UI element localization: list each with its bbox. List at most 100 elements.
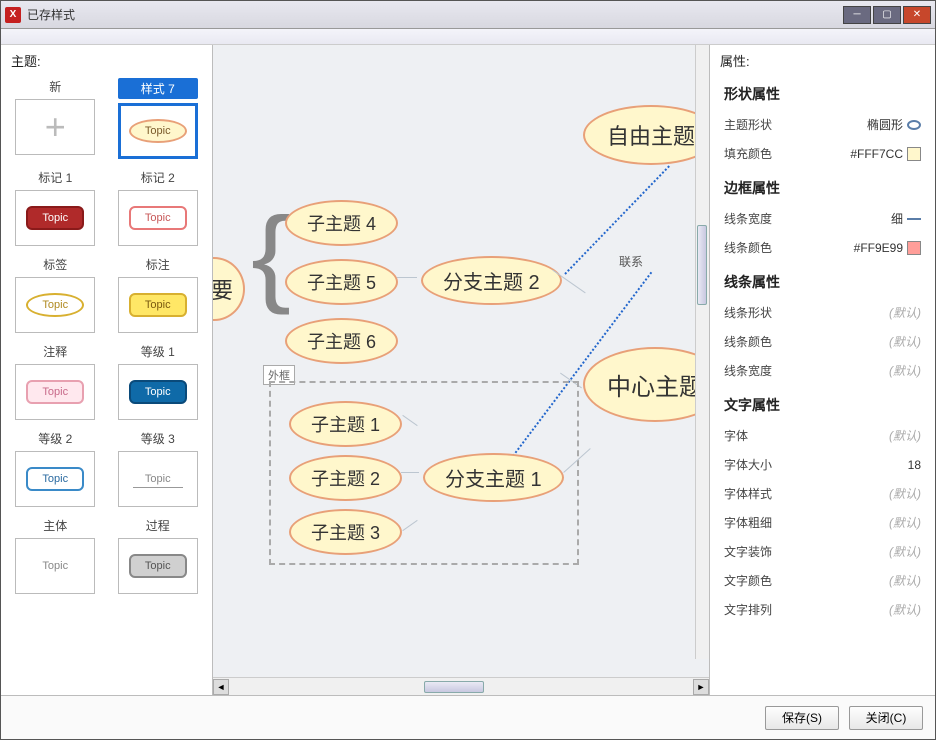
style-label: 新 (49, 78, 61, 95)
prop-fill-color[interactable]: 填充颜色 #FFF7CC (710, 139, 935, 168)
styles-panel: 主题: 新+样式 7Topic标记 1Topic标记 2Topic标签Topic… (1, 45, 213, 695)
style-label: 标记 1 (38, 169, 72, 186)
preview-canvas: 要 { 子主题 4 子主题 5 子主题 6 分支主题 2 自由主题 联系 中心主… (213, 45, 709, 695)
style-item-callout[interactable]: 标注 Topic (114, 256, 203, 333)
style-item-tag[interactable]: 标签 Topic (11, 256, 100, 333)
prop-topic-shape[interactable]: 主题形状 椭圆形 (710, 110, 935, 139)
style-item-body[interactable]: 主体 Topic (11, 517, 100, 594)
node-sub4[interactable]: 子主题 4 (285, 200, 398, 246)
properties-header: 属性: (710, 45, 935, 74)
hscroll-track[interactable] (229, 680, 693, 694)
maximize-button[interactable]: ▢ (873, 6, 901, 24)
style-thumb: Topic (118, 451, 198, 507)
menubar (1, 29, 935, 45)
close-window-button[interactable]: ✕ (903, 6, 931, 24)
hscroll-thumb[interactable] (424, 681, 484, 693)
dialog-window: X 已存样式 ─ ▢ ✕ 主题: 新+样式 7Topic标记 1Topic标记 … (0, 0, 936, 740)
style-thumb: Topic (15, 277, 95, 333)
node-sub3[interactable]: 子主题 3 (289, 509, 402, 555)
node-free[interactable]: 自由主题 (583, 105, 709, 165)
connector (397, 277, 417, 278)
node-sub2[interactable]: 子主题 2 (289, 455, 402, 501)
prop-text-align[interactable]: 文字排列 (默认) (710, 595, 935, 624)
titlebar[interactable]: X 已存样式 ─ ▢ ✕ (1, 1, 935, 29)
style-label: 过程 (146, 517, 170, 534)
style-item-style7[interactable]: 样式 7 Topic (114, 78, 203, 159)
node-branch1[interactable]: 分支主题 1 (423, 453, 564, 502)
color-swatch (907, 241, 921, 255)
style-thumb: + (15, 99, 95, 155)
prop-font-style[interactable]: 字体样式 (默认) (710, 479, 935, 508)
save-button[interactable]: 保存(S) (765, 706, 839, 730)
vscroll-thumb[interactable] (697, 225, 707, 305)
prop-line-color2[interactable]: 线条颜色 (默认) (710, 327, 935, 356)
prop-line-shape[interactable]: 线条形状 (默认) (710, 298, 935, 327)
style-item-new[interactable]: 新+ (11, 78, 100, 159)
prop-line-color[interactable]: 线条颜色 #FF9E99 (710, 233, 935, 262)
style-thumb: Topic (15, 538, 95, 594)
style-label: 主体 (43, 517, 67, 534)
style-label: 等级 2 (38, 430, 72, 447)
styles-header: 主题: (1, 45, 212, 74)
style-thumb: Topic (118, 103, 198, 159)
mindmap-canvas[interactable]: 要 { 子主题 4 子主题 5 子主题 6 分支主题 2 自由主题 联系 中心主… (213, 45, 709, 677)
prop-text-decoration[interactable]: 文字装饰 (默认) (710, 537, 935, 566)
style-item-note[interactable]: 注释 Topic (11, 343, 100, 420)
color-swatch (907, 147, 921, 161)
hscroll-right[interactable]: ► (693, 679, 709, 695)
link-label: 联系 (619, 253, 643, 270)
style-item-lvl2[interactable]: 等级 2 Topic (11, 430, 100, 507)
section-text: 文字属性 (710, 385, 935, 421)
minimize-button[interactable]: ─ (843, 6, 871, 24)
link-line-2 (564, 165, 670, 274)
plus-icon: + (45, 106, 66, 148)
prop-line-width[interactable]: 线条宽度 细 (710, 204, 935, 233)
node-branch2[interactable]: 分支主题 2 (421, 256, 562, 305)
connector (401, 472, 419, 473)
style-thumb: Topic (15, 190, 95, 246)
section-shape: 形状属性 (710, 74, 935, 110)
section-border: 边框属性 (710, 168, 935, 204)
style-thumb: Topic (118, 364, 198, 420)
style-thumb: Topic (118, 538, 198, 594)
horizontal-scrollbar[interactable]: ◄ ► (213, 677, 709, 695)
node-center[interactable]: 中心主题 (583, 347, 709, 422)
vertical-scrollbar[interactable] (695, 45, 709, 659)
app-icon: X (5, 7, 21, 23)
node-root-partial[interactable]: 要 (213, 257, 245, 321)
node-sub6[interactable]: 子主题 6 (285, 318, 398, 364)
prop-line-width2[interactable]: 线条宽度 (默认) (710, 356, 935, 385)
close-button[interactable]: 关闭(C) (849, 706, 923, 730)
style-thumb: Topic (15, 364, 95, 420)
window-title: 已存样式 (27, 6, 75, 23)
style-label: 标记 2 (141, 169, 175, 186)
style-thumb: Topic (118, 277, 198, 333)
section-line: 线条属性 (710, 262, 935, 298)
node-sub5[interactable]: 子主题 5 (285, 259, 398, 305)
prop-font[interactable]: 字体 (默认) (710, 421, 935, 450)
style-label: 等级 3 (141, 430, 175, 447)
style-label: 样式 7 (118, 78, 198, 99)
prop-text-color[interactable]: 文字颜色 (默认) (710, 566, 935, 595)
line-width-icon (907, 218, 921, 220)
prop-font-weight[interactable]: 字体粗细 (默认) (710, 508, 935, 537)
brace-icon: { (251, 201, 291, 309)
hscroll-left[interactable]: ◄ (213, 679, 229, 695)
style-label: 标注 (146, 256, 170, 273)
style-item-mark2[interactable]: 标记 2 Topic (114, 169, 203, 246)
styles-grid: 新+样式 7Topic标记 1Topic标记 2Topic标签Topic标注To… (1, 74, 212, 695)
ellipse-icon (907, 120, 921, 130)
style-label: 标签 (43, 256, 67, 273)
properties-panel: 属性: 形状属性 主题形状 椭圆形 填充颜色 #FFF7CC 边框属性 线条宽度… (709, 45, 935, 695)
style-thumb: Topic (15, 451, 95, 507)
style-label: 注释 (43, 343, 67, 360)
style-item-lvl3[interactable]: 等级 3 Topic (114, 430, 203, 507)
style-item-process[interactable]: 过程 Topic (114, 517, 203, 594)
node-sub1[interactable]: 子主题 1 (289, 401, 402, 447)
bottom-bar: 保存(S) 关闭(C) (1, 695, 935, 739)
style-thumb: Topic (118, 190, 198, 246)
style-item-lvl1[interactable]: 等级 1 Topic (114, 343, 203, 420)
prop-font-size[interactable]: 字体大小 18 (710, 450, 935, 479)
style-item-mark1[interactable]: 标记 1 Topic (11, 169, 100, 246)
style-label: 等级 1 (141, 343, 175, 360)
